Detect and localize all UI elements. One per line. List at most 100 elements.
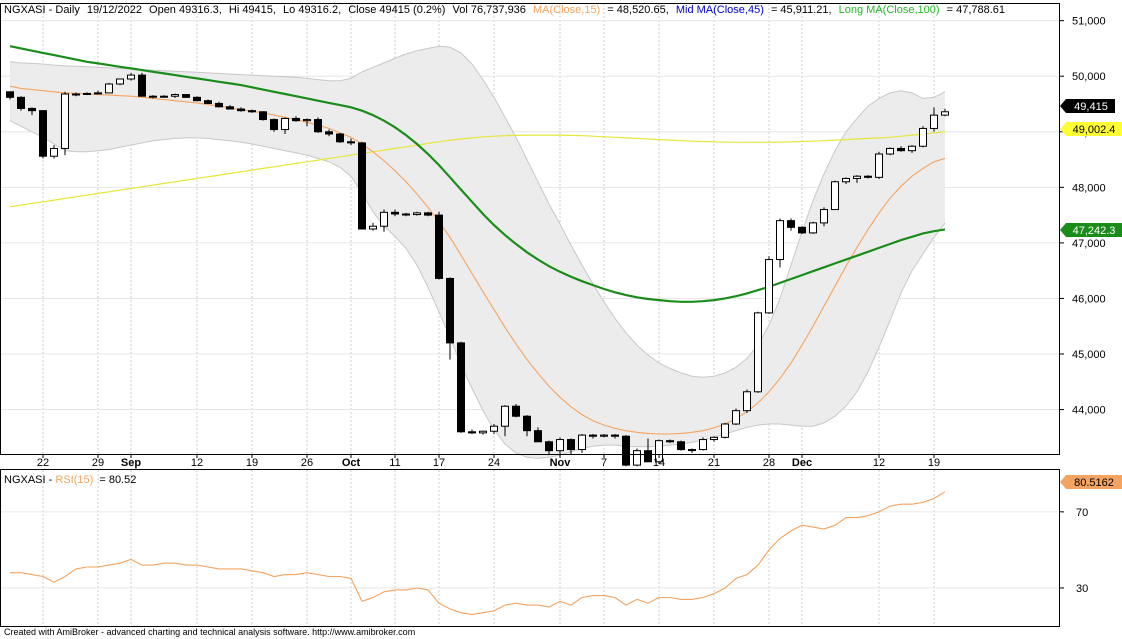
y-tick-label: 50,000 xyxy=(1072,71,1106,83)
bollinger-band-fill xyxy=(10,46,945,459)
candle xyxy=(248,109,256,113)
candle-body xyxy=(864,175,872,178)
x-tick-label: Oct xyxy=(342,457,361,469)
candle xyxy=(776,218,784,268)
candle-body xyxy=(435,214,443,279)
date-x-axis: 22 29 Sep 12 19 26 Oct 11 17 24 Nov 7 14 21 28 Dec 12 19 xyxy=(37,454,940,469)
candle-body xyxy=(358,142,366,230)
x-tick-label: 26 xyxy=(301,457,313,469)
candle xyxy=(116,78,124,86)
candle xyxy=(259,111,267,121)
last-price-badge: 49,415 xyxy=(1060,99,1115,113)
candle xyxy=(424,211,432,217)
x-tick-label: Sep xyxy=(121,457,141,469)
candle xyxy=(402,212,410,217)
candle xyxy=(182,94,190,98)
x-tick-label: 21 xyxy=(708,457,720,469)
candle xyxy=(886,147,894,156)
candle xyxy=(303,118,311,127)
candle xyxy=(677,440,685,451)
candle xyxy=(688,448,696,453)
header-lo: Lo 49316.2, xyxy=(283,4,341,16)
candle-body xyxy=(149,95,157,98)
price-panel[interactable] xyxy=(0,3,1060,467)
candle-body xyxy=(798,226,806,234)
candle xyxy=(765,256,773,314)
candle xyxy=(391,209,399,217)
candle xyxy=(611,434,619,439)
ma45-line xyxy=(9,45,946,303)
candle-body xyxy=(853,175,861,179)
ma45-badge: 47,242.3 xyxy=(1060,223,1122,237)
x-tick-label: Nov xyxy=(550,457,572,469)
candle xyxy=(853,175,861,183)
x-tick-label: 14 xyxy=(653,457,665,469)
candle-body xyxy=(50,147,58,157)
candle-body xyxy=(127,74,135,80)
x-tick-label: 19 xyxy=(246,457,258,469)
candle-body xyxy=(204,100,212,104)
header-date: 19/12/2022 xyxy=(87,4,142,16)
candle-body xyxy=(182,94,190,98)
candle-body xyxy=(523,415,531,432)
candle-body xyxy=(468,431,476,434)
x-tick-label: 19 xyxy=(928,457,940,469)
ma100-line xyxy=(9,131,946,208)
candle-body xyxy=(633,450,641,466)
header-open: Open 49316.3, xyxy=(149,4,222,16)
candle-body xyxy=(567,439,575,451)
candle-body xyxy=(765,259,773,314)
candle xyxy=(369,222,377,231)
candle-body xyxy=(83,92,91,95)
candle-body xyxy=(303,119,311,122)
candle xyxy=(875,151,883,179)
candle xyxy=(468,429,476,434)
x-tick-label: 28 xyxy=(763,457,775,469)
y-tick-label: 47,000 xyxy=(1072,238,1106,250)
candle-body xyxy=(886,147,894,155)
candle-body xyxy=(600,434,608,437)
header-ma100-label: Long MA(Close,100) xyxy=(839,4,940,16)
candle-body xyxy=(314,119,322,133)
x-tick-label: Dec xyxy=(792,457,812,469)
x-tick-label: 12 xyxy=(191,457,203,469)
candle xyxy=(457,341,465,433)
candle-body xyxy=(820,209,828,224)
candle xyxy=(413,211,421,216)
x-tick-label: 17 xyxy=(433,457,445,469)
rsi-header: NGXASI - RSI(15) = 80.52 xyxy=(4,474,136,486)
candle-body xyxy=(534,430,542,443)
bollinger-upper-line xyxy=(9,45,946,378)
candle xyxy=(578,434,586,453)
candle xyxy=(501,405,509,437)
y-tick-label: 51,000 xyxy=(1072,16,1106,28)
candle xyxy=(28,107,36,116)
candle xyxy=(237,107,245,112)
candle-body xyxy=(336,133,344,143)
candle xyxy=(325,129,333,137)
candle xyxy=(710,436,718,442)
rsi-horizontal-grid xyxy=(0,511,1060,589)
candle-body xyxy=(688,449,696,452)
credit-footer: Created with AmiBroker - advanced charti… xyxy=(4,627,415,637)
candle xyxy=(919,126,927,148)
candle xyxy=(941,108,949,117)
candle xyxy=(215,101,223,108)
candle xyxy=(314,117,322,133)
rsi-panel-frame xyxy=(0,469,1060,627)
candle-body xyxy=(930,114,938,129)
candle-body xyxy=(281,117,289,131)
header-ma15-label: MA(Close,15) xyxy=(533,4,600,16)
y-tick-label: 44,000 xyxy=(1072,405,1106,417)
candle-body xyxy=(94,92,102,95)
bollinger-lower-line xyxy=(9,120,946,459)
candle xyxy=(479,430,487,435)
candle xyxy=(171,93,179,98)
candle-body xyxy=(193,96,201,102)
candle xyxy=(820,207,828,227)
candle-body xyxy=(501,405,509,427)
rsi-panel[interactable] xyxy=(0,469,1060,627)
candle xyxy=(589,434,597,439)
candle-body xyxy=(292,117,300,122)
